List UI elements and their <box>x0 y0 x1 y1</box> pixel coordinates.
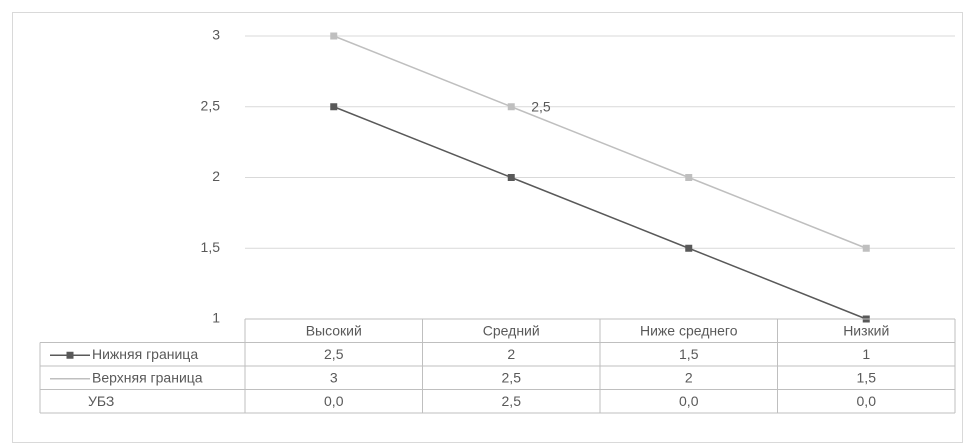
table-value: 2 <box>685 369 693 385</box>
table-value: 0,0 <box>324 393 344 409</box>
y-tick-label: 1,5 <box>201 239 221 255</box>
x-tick-label: Высокий <box>306 322 362 338</box>
table-value: 1,5 <box>679 346 699 362</box>
legend-label: УБЗ <box>88 393 114 409</box>
y-tick-label: 3 <box>212 27 220 43</box>
legend-marker <box>66 351 74 359</box>
table-value: 1,5 <box>857 369 877 385</box>
y-tick-label: 1 <box>212 310 220 326</box>
table-value: 0,0 <box>857 393 877 409</box>
marker <box>685 174 693 181</box>
x-tick-label: Средний <box>483 322 540 338</box>
marker <box>507 103 515 111</box>
legend-label: Нижняя граница <box>92 346 198 362</box>
y-tick-label: 2 <box>212 168 220 184</box>
series-line <box>333 35 867 249</box>
table-value: 2,5 <box>502 393 522 409</box>
legend-label: Верхняя граница <box>92 369 203 385</box>
marker <box>862 244 870 252</box>
table-value: 3 <box>330 369 338 385</box>
marker <box>507 174 515 181</box>
table-value: 2 <box>507 346 515 362</box>
table-value: 0,0 <box>679 393 699 409</box>
chart-frame <box>12 12 963 443</box>
table-value: 2,5 <box>324 346 344 362</box>
marker <box>685 244 693 252</box>
marker <box>330 103 338 111</box>
data-label: 2,5 <box>531 98 551 114</box>
x-tick-label: Ниже среднего <box>640 322 738 338</box>
marker <box>330 32 338 40</box>
table-value: 1 <box>862 346 870 362</box>
y-tick-label: 2,5 <box>201 97 221 113</box>
series-line <box>333 106 867 320</box>
table-value: 2,5 <box>502 369 522 385</box>
x-tick-label: Низкий <box>843 322 889 338</box>
